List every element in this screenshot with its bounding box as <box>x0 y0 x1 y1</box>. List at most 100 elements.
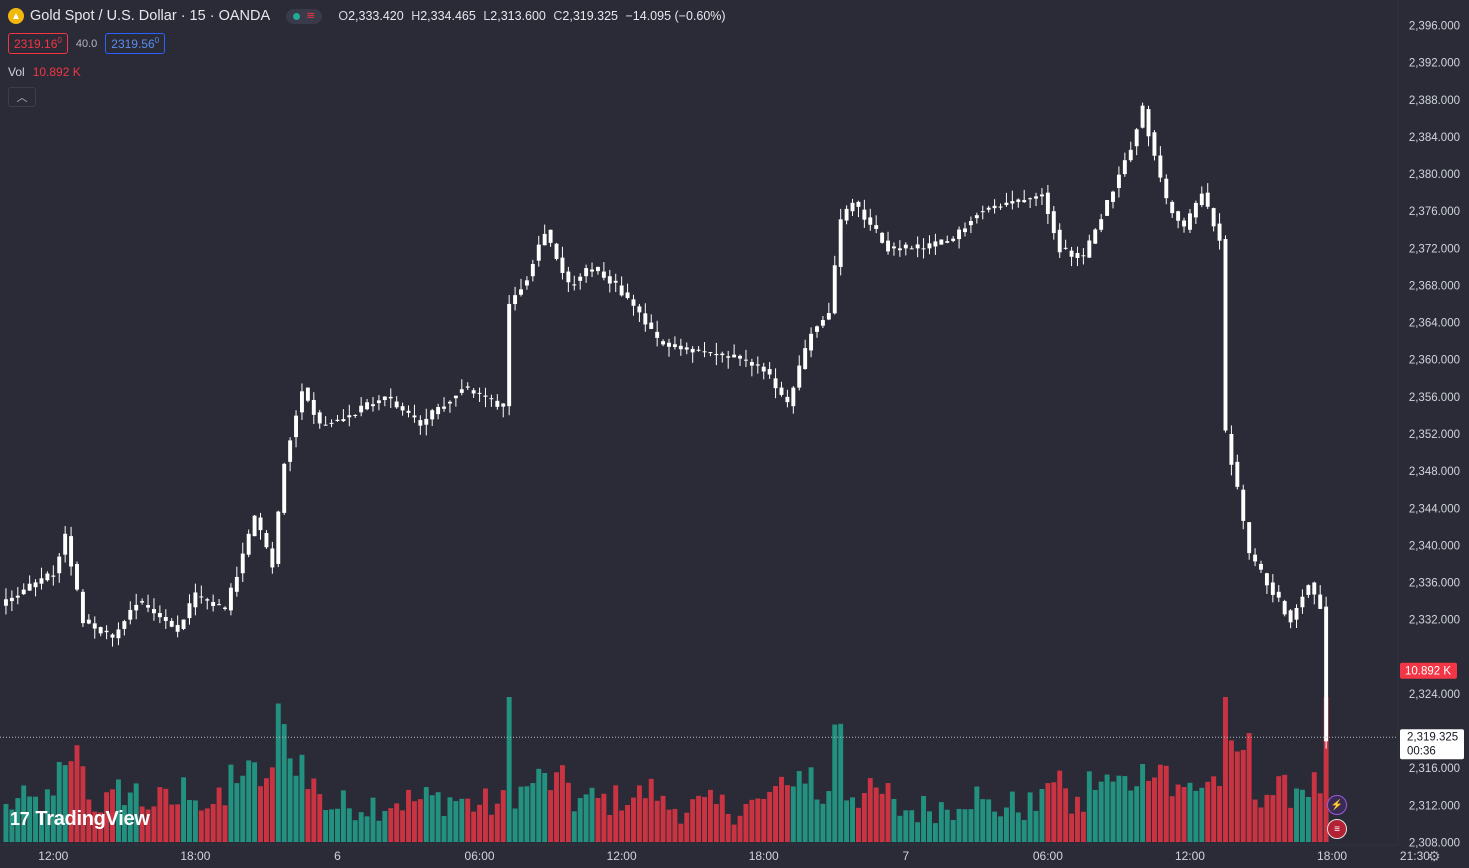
candle-body <box>376 400 381 404</box>
settings-gear-icon[interactable]: ⚙ <box>1428 848 1441 864</box>
volume-bar <box>968 809 974 842</box>
collapse-legend-button[interactable]: ︿ <box>8 87 36 107</box>
volume-bar <box>263 778 269 842</box>
candle-body <box>258 517 263 531</box>
candle-body <box>311 399 316 415</box>
x-tick-label: 7 <box>902 849 909 863</box>
candle-body <box>116 629 121 639</box>
x-tick-label: 12:00 <box>1175 849 1205 863</box>
close-value: 2,319.325 <box>562 9 618 23</box>
candle-body <box>542 233 547 246</box>
candle-body <box>39 578 44 584</box>
lightning-event-icon[interactable]: ⚡ <box>1327 795 1347 815</box>
volume-legend[interactable]: Vol 10.892 K <box>8 65 81 79</box>
tradingview-logo[interactable]: 17 TradingView <box>10 808 150 831</box>
volume-bar <box>613 785 619 842</box>
volume-bar <box>406 789 411 842</box>
volume-bar <box>352 820 358 842</box>
candle-body <box>957 229 962 240</box>
candle-body <box>1028 198 1033 200</box>
volume-bar <box>518 786 524 842</box>
candle-body <box>1111 191 1115 202</box>
volume-bar <box>1223 697 1228 842</box>
volume-bar <box>411 801 417 842</box>
candle-body <box>672 344 677 348</box>
candle-body <box>1182 220 1186 227</box>
candle-body <box>406 410 411 413</box>
volume-bar <box>222 805 228 842</box>
volume-bar <box>672 808 678 842</box>
candle-body <box>21 589 26 595</box>
volume-bar <box>897 815 903 842</box>
candle-body <box>738 355 742 359</box>
candle-body <box>1264 573 1269 586</box>
volume-bar <box>1299 789 1305 842</box>
candle-body <box>448 401 452 404</box>
volume-bar <box>216 787 222 842</box>
candle-body <box>1010 201 1015 204</box>
candle-body <box>252 515 257 537</box>
candle-body <box>986 207 991 210</box>
candle-body <box>880 232 885 243</box>
volume-bar <box>417 799 423 842</box>
candle-body <box>1040 194 1044 197</box>
y-tick-label: 2,356.000 <box>1409 392 1460 404</box>
volume-bar <box>755 798 761 842</box>
volume-bar <box>465 798 471 842</box>
candle-body <box>909 248 914 250</box>
candle-body <box>33 582 38 588</box>
volume-bar <box>1134 786 1140 842</box>
us-flag-event-icon[interactable]: ≡ <box>1327 819 1347 839</box>
volume-bar <box>98 812 104 842</box>
market-status-pill[interactable]: ≋ <box>286 8 323 24</box>
y-tick-label: 2,396.000 <box>1409 21 1460 33</box>
candle-body <box>1176 211 1181 221</box>
candle-body <box>513 295 518 305</box>
volume-bar <box>56 762 62 842</box>
symbol-title[interactable]: Gold Spot / U.S. Dollar · 15 · OANDA <box>30 8 271 24</box>
candle-body <box>359 405 364 413</box>
volume-bar <box>1086 771 1092 842</box>
candle-body <box>1223 239 1228 431</box>
gold-coin-icon: ▲ <box>8 8 24 24</box>
candle-body <box>371 404 375 407</box>
candle-body <box>850 202 855 212</box>
volume-bar <box>110 789 115 842</box>
candle-body <box>1241 489 1246 521</box>
candle-body <box>329 422 334 424</box>
volume-bar <box>1063 788 1069 842</box>
volume-bar <box>1240 749 1246 842</box>
volume-bar <box>1039 788 1045 842</box>
candle-body <box>678 345 683 350</box>
candle-body <box>643 313 648 325</box>
volume-bar <box>944 809 950 842</box>
candle-body <box>1122 160 1127 175</box>
volume-bar <box>654 800 660 842</box>
candle-body <box>785 396 790 403</box>
candle-body <box>140 601 145 603</box>
candle-body <box>974 215 979 219</box>
volume-bar <box>192 800 198 842</box>
volume-bar <box>447 797 453 842</box>
candle-body <box>495 400 500 407</box>
candle-body <box>394 401 399 408</box>
candle-body <box>169 620 174 627</box>
candle-body <box>1199 193 1204 206</box>
volume-bar <box>784 785 790 842</box>
candle-body <box>1022 200 1027 203</box>
y-tick-label: 2,368.000 <box>1409 280 1460 292</box>
candle-body <box>317 412 322 424</box>
candle-body <box>903 244 908 249</box>
volume-bar <box>429 795 435 842</box>
sell-button[interactable]: 2319.160 <box>8 33 68 54</box>
volume-bar <box>21 785 27 842</box>
candle-body <box>282 463 287 513</box>
candle-body <box>365 402 370 410</box>
candle-body <box>211 602 216 607</box>
candle-body <box>471 390 476 394</box>
volume-bar <box>340 790 346 842</box>
candle-body <box>1294 608 1299 620</box>
candle-body <box>886 240 890 252</box>
buy-button[interactable]: 2319.560 <box>105 33 166 54</box>
